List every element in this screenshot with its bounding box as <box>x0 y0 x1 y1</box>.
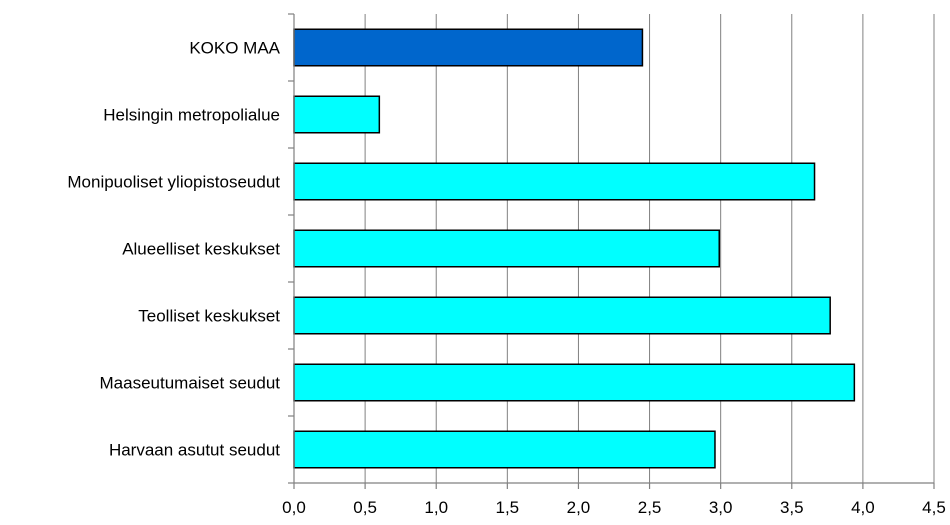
category-label-4: Teolliset keskukset <box>138 307 280 326</box>
x-tick-label-4: 2,0 <box>567 498 591 517</box>
category-label-6: Harvaan asutut seudut <box>109 441 280 460</box>
bar-5 <box>293 363 856 402</box>
axes <box>288 13 935 489</box>
category-labels: KOKO MAA Helsingin metropolialue Monipuoli… <box>67 39 280 460</box>
bar-1 <box>293 95 381 134</box>
x-tick-label-3: 1,5 <box>496 498 520 517</box>
x-tick-label-7: 3,5 <box>780 498 804 517</box>
x-tick-label-1: 0,5 <box>353 498 377 517</box>
bar-0 <box>293 28 644 67</box>
x-tick-label-9: 4,5 <box>922 498 946 517</box>
category-label-2: Monipuoliset yliopistoseudut <box>67 173 280 192</box>
category-label-1: Helsingin metropolialue <box>103 106 280 125</box>
x-tick-label-2: 1,0 <box>424 498 448 517</box>
bar-4 <box>293 296 831 335</box>
x-tick-label-0: 0,0 <box>282 498 306 517</box>
x-tick-label-5: 2,5 <box>638 498 662 517</box>
category-label-0: KOKO MAA <box>189 39 280 58</box>
category-label-3: Alueelliset keskukset <box>122 240 280 259</box>
bar-2 <box>293 162 816 201</box>
bar-3 <box>293 229 720 268</box>
x-tick-label-8: 4,0 <box>851 498 875 517</box>
tick-labels: 0,0 0,5 1,0 1,5 2,0 2,5 3,0 3,5 4,0 4,5 <box>282 498 946 517</box>
x-tick-label-6: 3,0 <box>709 498 733 517</box>
bar-6 <box>293 430 716 469</box>
bars <box>293 28 856 469</box>
category-label-5: Maaseutumaiset seudut <box>100 374 281 393</box>
